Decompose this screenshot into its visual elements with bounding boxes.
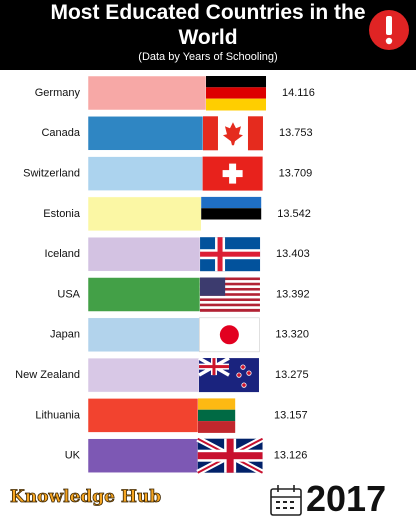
flag-part (222, 170, 243, 178)
value-label: 13.709 (279, 168, 313, 180)
flag (200, 237, 261, 272)
category-label: Lithuania (35, 409, 81, 421)
flag-part (206, 98, 267, 111)
category-label: Iceland (45, 248, 80, 260)
flag-part (236, 372, 242, 378)
flag-part (197, 409, 236, 422)
flag-part (206, 87, 267, 99)
value-label: 14.116 (282, 87, 315, 99)
bar (87, 196, 202, 232)
flag-part (206, 76, 267, 88)
flag-part (199, 290, 260, 294)
bar (87, 317, 200, 353)
value-label: 13.126 (274, 450, 308, 462)
value-label: 13.542 (277, 208, 311, 220)
category-label: Switzerland (23, 168, 80, 180)
flag (201, 196, 262, 232)
flag-part (201, 208, 262, 220)
value-label: 13.392 (276, 288, 310, 300)
flag-part (199, 295, 260, 299)
flag-part (247, 116, 263, 151)
flag-part (240, 364, 246, 370)
category-label: Canada (41, 127, 80, 139)
bar (87, 398, 199, 433)
chart-title: Most Educated Countries in the World (50, 1, 366, 49)
flag (196, 436, 264, 476)
flag-part (199, 282, 260, 286)
value-label: 13.403 (276, 248, 310, 260)
flag-part (197, 452, 263, 460)
brand: Knowledge Hub (10, 487, 162, 508)
flag-part (197, 421, 236, 433)
flag-part (199, 277, 260, 281)
category-label: Estonia (43, 208, 81, 220)
bar (87, 75, 207, 111)
bar (87, 156, 203, 191)
flag-part (199, 306, 260, 310)
calendar-icon (270, 485, 302, 516)
flag (199, 277, 260, 312)
flag-part (201, 219, 262, 232)
flag (197, 398, 236, 433)
flag-part (199, 301, 260, 304)
flag-part (202, 116, 218, 151)
flag-part (246, 370, 252, 376)
alert-icon-dot (385, 37, 393, 45)
flag-part (199, 298, 260, 302)
category-label: Japan (50, 329, 80, 341)
category-label: New Zealand (15, 369, 80, 381)
flag-part (198, 365, 229, 369)
category-label: UK (65, 450, 81, 462)
flag-part (222, 122, 243, 146)
flag-part (199, 308, 260, 312)
flag-part (197, 398, 236, 410)
flag (202, 156, 263, 191)
category-label: USA (57, 288, 80, 300)
bar (87, 357, 200, 393)
period: 2017 (306, 478, 387, 519)
flag-part (201, 196, 262, 209)
flag-part (199, 303, 260, 307)
bar (87, 277, 201, 312)
value-label: 13.275 (275, 369, 309, 381)
flag-part (199, 277, 226, 296)
flag-part (241, 382, 247, 388)
flag-part (199, 293, 260, 297)
flag (199, 317, 260, 353)
bar (87, 236, 201, 272)
flag-part (200, 251, 261, 257)
flag-part (199, 285, 260, 289)
chart-subtitle: (Data by Years of Schooling) (138, 51, 278, 63)
header-band (0, 0, 416, 70)
flag-part (199, 280, 260, 284)
flag-part (219, 325, 239, 345)
value-label: 13.320 (275, 329, 309, 341)
flag (206, 76, 267, 111)
flag-part (199, 287, 260, 291)
flag (198, 356, 259, 393)
value-label: 13.157 (274, 409, 308, 421)
bar (87, 116, 204, 151)
flag (202, 116, 263, 151)
value-label: 13.753 (279, 127, 313, 139)
bar (87, 438, 198, 473)
category-label: Germany (35, 87, 81, 99)
alert-icon-bar (386, 16, 392, 35)
